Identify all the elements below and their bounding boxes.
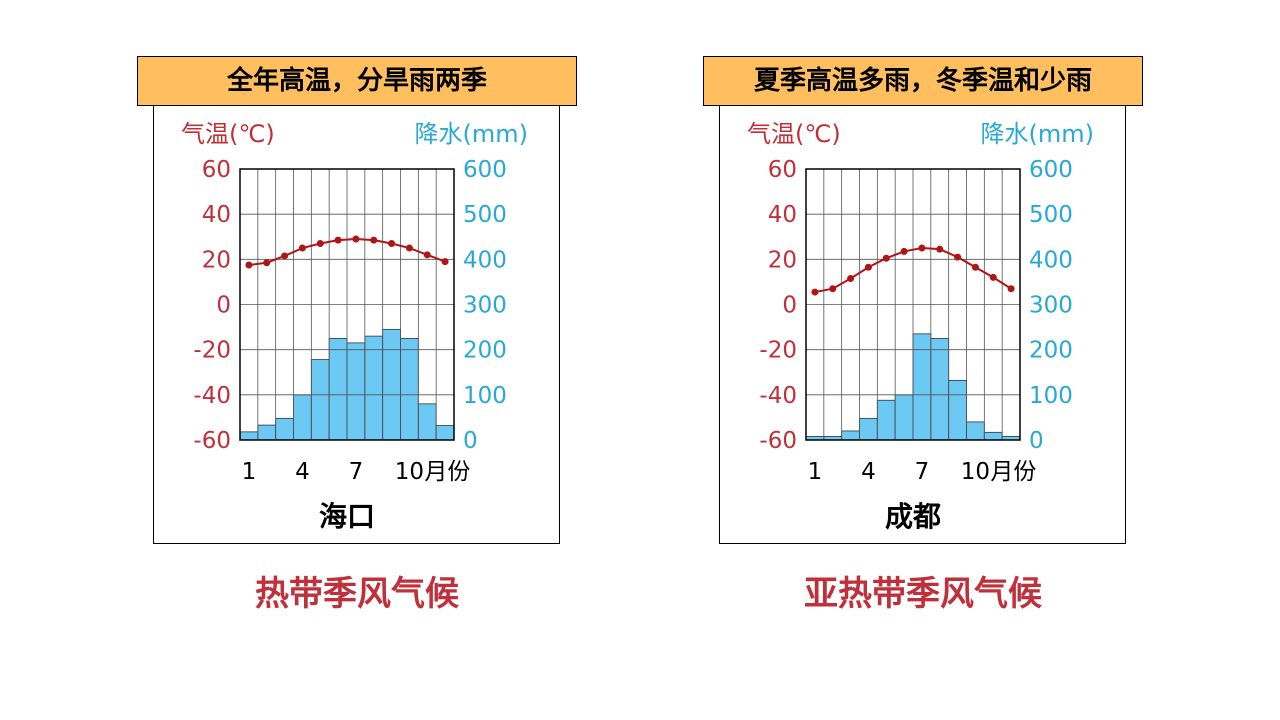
x-tick-label: 4: [295, 459, 310, 485]
temperature-point-4: [298, 244, 306, 252]
precip-bar-9: [382, 328, 401, 441]
precip-bar-6: [328, 337, 348, 441]
precip-tick-label: 500: [463, 202, 507, 228]
precip-bar-5: [310, 359, 330, 441]
city-label: 海口: [319, 500, 375, 533]
precip-bar-11: [417, 403, 437, 441]
temperature-point-5: [882, 254, 890, 262]
temp-tick-label: 20: [768, 247, 797, 273]
temperature-point-8: [370, 236, 378, 244]
precip-bar-5: [876, 399, 896, 441]
plot-border: [805, 168, 1021, 441]
temperature-point-6: [900, 247, 908, 255]
precip-bar-9: [948, 379, 967, 441]
precip-bar-8: [364, 335, 384, 441]
temperature-point-1: [811, 288, 819, 296]
precip-bar-10: [400, 337, 419, 441]
precip-bar-2: [257, 424, 277, 441]
precip-bar-10: [966, 421, 985, 441]
temperature-point-10: [405, 244, 413, 252]
precip-bar-3: [275, 417, 294, 441]
x-tick-label: 1: [808, 459, 823, 485]
precip-tick-label: 200: [463, 338, 507, 364]
temp-tick-label: 0: [782, 293, 797, 319]
precip-tick-label: 100: [1029, 383, 1073, 409]
x-tick-label: 10: [395, 459, 424, 485]
temperature-point-2: [829, 285, 837, 293]
precip-tick-label: 500: [1029, 202, 1073, 228]
temperature-point-11: [423, 251, 431, 259]
x-unit-label: 月份: [424, 459, 470, 485]
precip-tick-label: 400: [1029, 247, 1073, 273]
climate-chart-haikou: 气温(℃) 降水(mm)6040200-20-40-606005004003002…: [181, 120, 528, 533]
temperature-point-8: [936, 245, 944, 253]
temperature-point-4: [864, 263, 872, 271]
chart-title: 夏季高温多雨，冬季温和少雨: [703, 56, 1143, 106]
precip-bar-8: [930, 337, 950, 441]
temp-tick-label: 0: [216, 293, 231, 319]
precip-bar-12: [435, 425, 455, 441]
temp-tick-label: 40: [202, 202, 231, 228]
temperature-point-12: [1007, 285, 1015, 293]
city-label: 成都: [885, 500, 941, 533]
precip-bar-6: [894, 394, 914, 441]
temperature-point-12: [441, 258, 449, 266]
precip-axis-label: 降水(mm): [981, 120, 1094, 148]
temperature-point-7: [918, 244, 926, 252]
x-tick-label: 10: [961, 459, 990, 485]
temperature-point-1: [245, 261, 253, 269]
precip-tick-label: 300: [463, 293, 507, 319]
precip-bar-1: [239, 431, 259, 441]
precip-bar-7: [346, 342, 366, 441]
precip-tick-label: 0: [1029, 428, 1044, 454]
temp-axis-label: 气温(℃): [181, 120, 275, 148]
x-unit-label: 月份: [990, 459, 1036, 485]
precip-tick-label: 200: [1029, 338, 1073, 364]
chart-title: 全年高温，分旱雨两季: [137, 56, 577, 106]
temperature-point-3: [847, 275, 855, 283]
temperature-point-9: [388, 240, 396, 248]
precip-bar-11: [983, 431, 1003, 441]
temperature-point-7: [352, 235, 360, 243]
plot-border: [239, 168, 455, 441]
temperature-point-6: [334, 236, 342, 244]
chart-panel-haikou: 全年高温，分旱雨两季 气温(℃) 降水(mm) 60 40 20 0 -20 -40 -60 60…: [137, 56, 577, 546]
precip-tick-label: 100: [463, 383, 507, 409]
precip-bar-4: [293, 394, 312, 441]
precip-tick-label: 0: [463, 428, 478, 454]
temp-axis-label: 气温(℃): [747, 120, 841, 148]
temperature-point-11: [989, 273, 997, 281]
precip-bar-4: [859, 417, 878, 441]
temp-tick-label: 40: [768, 202, 797, 228]
temp-tick-label: 60: [202, 157, 231, 183]
temp-tick-label: -60: [759, 428, 797, 454]
climate-type-label: 热带季风气候: [255, 574, 459, 614]
x-tick-label: 7: [915, 459, 930, 485]
temp-tick-label: -40: [193, 383, 231, 409]
temp-tick-label: -20: [759, 338, 797, 364]
temp-tick-label: 20: [202, 247, 231, 273]
climate-type-label: 亚热带季风气候: [804, 574, 1042, 614]
x-tick-label: 1: [242, 459, 257, 485]
x-tick-label: 4: [861, 459, 876, 485]
precip-tick-label: 400: [463, 247, 507, 273]
temperature-point-9: [954, 253, 962, 261]
precip-bar-3: [841, 430, 860, 441]
temperature-point-2: [263, 259, 271, 267]
chart-panel-chengdu: 夏季高温多雨，冬季温和少雨 气温(℃) 降水(mm) 60 40 20 0 -20 -40 -6…: [703, 56, 1143, 546]
precip-tick-label: 600: [463, 157, 507, 183]
temp-tick-label: -20: [193, 338, 231, 364]
temperature-point-10: [971, 263, 979, 271]
climate-chart-chengdu: 气温(℃) 降水(mm)6040200-20-40-606005004003002…: [747, 120, 1094, 533]
temperature-point-5: [316, 240, 324, 248]
precip-tick-label: 600: [1029, 157, 1073, 183]
temperature-point-3: [281, 252, 289, 260]
temp-tick-label: -40: [759, 383, 797, 409]
precip-tick-label: 300: [1029, 293, 1073, 319]
precip-axis-label: 降水(mm): [415, 120, 528, 148]
temp-tick-label: 60: [768, 157, 797, 183]
temp-tick-label: -60: [193, 428, 231, 454]
x-tick-label: 7: [349, 459, 364, 485]
